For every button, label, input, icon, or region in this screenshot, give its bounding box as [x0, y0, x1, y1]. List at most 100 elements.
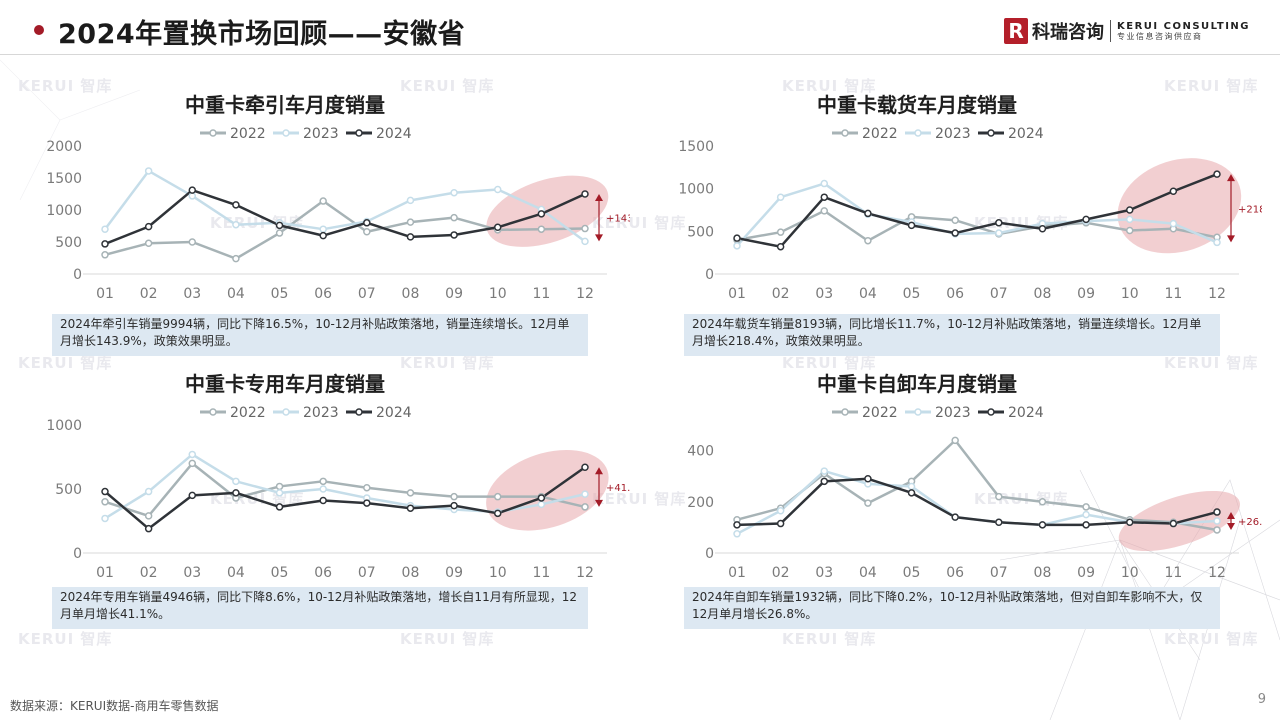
series-line-2024 — [104, 466, 586, 530]
watermark: KERUI 智库 — [592, 490, 687, 508]
point-2023 — [907, 482, 916, 491]
growth-arrow — [1227, 174, 1235, 243]
point-2024 — [951, 229, 959, 237]
point-2023 — [232, 220, 240, 229]
brand-name-en: KERUI CONSULTING — [1117, 20, 1250, 32]
point-2024 — [188, 186, 197, 194]
x-tick-label: 03 — [183, 286, 201, 302]
point-2022 — [581, 224, 589, 233]
legend-marker — [209, 408, 217, 416]
point-2024 — [319, 496, 327, 505]
point-2024 — [995, 219, 1003, 227]
x-tick-label: 06 — [314, 565, 332, 581]
point-2024 — [1038, 225, 1047, 233]
x-tick-label: 12 — [1208, 565, 1226, 581]
point-2024 — [1213, 170, 1221, 178]
chart-title: 中重卡专用车月度销量 — [185, 372, 385, 396]
watermark: KERUI 智库 — [1164, 354, 1259, 372]
point-2022 — [864, 499, 872, 507]
legend-label: 2023 — [303, 405, 339, 421]
point-2024 — [363, 499, 371, 507]
point-2022 — [275, 229, 284, 237]
point-2022 — [493, 492, 502, 501]
page-title: 2024年置换市场回顾——安徽省 — [58, 19, 466, 50]
watermark: KERUI 智库 — [1164, 77, 1259, 95]
point-2024 — [232, 201, 240, 209]
point-2022 — [144, 239, 153, 248]
point-2024 — [406, 233, 415, 241]
chart-dump-note: 2024年自卸车销量1932辆，同比下降0.2%，10-12月补贴政策落地，但对… — [684, 587, 1220, 629]
series-line-2022 — [104, 199, 586, 260]
point-2024 — [101, 240, 109, 248]
point-2023 — [820, 179, 829, 188]
legend-item-2022: 2022 — [200, 126, 266, 142]
watermark: KERUI 智库 — [782, 630, 877, 648]
point-2024 — [450, 501, 458, 510]
point-2022 — [820, 207, 829, 215]
point-2024 — [581, 463, 589, 471]
x-tick-label: 08 — [1034, 286, 1052, 302]
point-2024 — [820, 477, 829, 486]
growth-annotation: +218.4% — [1238, 204, 1262, 215]
data-source: 数据来源：KERUI数据-商用车零售数据 — [10, 699, 219, 713]
point-2024 — [995, 518, 1003, 527]
series-line-2022 — [104, 462, 586, 518]
legend-item-2023: 2023 — [273, 405, 339, 421]
watermark: KERUI 智库 — [18, 354, 113, 372]
legend-marker — [355, 408, 363, 416]
point-2023 — [1213, 238, 1221, 247]
y-tick-label: 0 — [705, 546, 714, 562]
chart-cargo-note: 2024年载货车销量8193辆，同比增长11.7%，10-12月补贴政策落地，销… — [684, 314, 1220, 356]
series-line-2023 — [103, 169, 586, 243]
point-2024 — [144, 524, 153, 533]
x-tick-label: 12 — [576, 286, 594, 302]
x-tick-label: 12 — [576, 565, 594, 581]
legend-item-2023: 2023 — [273, 126, 339, 142]
legend-marker — [282, 129, 290, 137]
legend-marker — [987, 408, 995, 416]
x-tick-label: 10 — [1121, 286, 1139, 302]
point-2023 — [820, 467, 829, 475]
chart-special-note: 2024年专用车销量4946辆，同比下降8.6%，10-12月补贴政策落地，增长… — [52, 587, 588, 629]
y-tick-label: 0 — [705, 267, 714, 283]
point-2022 — [144, 512, 153, 520]
growth-arrow — [1227, 512, 1235, 530]
x-tick-label: 02 — [772, 565, 790, 581]
point-2024 — [951, 513, 959, 521]
x-tick-label: 03 — [815, 286, 833, 302]
point-2023 — [232, 477, 240, 486]
y-tick-label: 500 — [55, 235, 82, 251]
point-2023 — [581, 490, 589, 498]
point-2024 — [776, 242, 785, 251]
watermark: KERUI 智库 — [18, 77, 113, 95]
chart-title: 中重卡自卸车月度销量 — [817, 372, 1017, 396]
point-2024 — [188, 491, 197, 500]
legend-marker — [987, 129, 995, 137]
chart-cargo-panel: 中重卡载货车月度销量 2022 2023 2024 0 500 1000 1500 01 02 03… — [642, 88, 1262, 358]
chart-tractor-svg: 中重卡牵引车月度销量 2022 2023 2024 0 500 1000 1500 2000 01… — [46, 93, 630, 302]
x-tick-label: 08 — [1034, 565, 1052, 581]
point-2022 — [995, 492, 1003, 501]
point-2023 — [1082, 510, 1090, 519]
brand-tagline: 专业信息咨询供应商 — [1117, 32, 1203, 42]
point-2024 — [537, 210, 546, 218]
point-2023 — [188, 450, 197, 459]
point-2024 — [275, 221, 284, 230]
legend-marker — [841, 129, 849, 137]
y-tick-label: 1000 — [46, 418, 82, 434]
point-2022 — [951, 436, 959, 445]
legend-item-2024: 2024 — [978, 126, 1044, 142]
legend-label: 2022 — [862, 405, 898, 421]
point-2022 — [776, 228, 785, 236]
x-tick-label: 07 — [990, 286, 1008, 302]
legend-item-2024: 2024 — [978, 405, 1044, 421]
point-2023 — [450, 188, 458, 197]
point-2022 — [450, 492, 458, 501]
watermark: KERUI 智库 — [400, 354, 495, 372]
x-tick-label: 10 — [1121, 565, 1139, 581]
x-tick-label: 08 — [402, 286, 420, 302]
point-2024 — [1082, 521, 1090, 529]
point-2024 — [1125, 518, 1134, 527]
chart-tractor-note: 2024年牵引车销量9994辆，同比下降16.5%，10-12月补贴政策落地，销… — [52, 314, 588, 356]
legend-item-2024: 2024 — [346, 405, 412, 421]
